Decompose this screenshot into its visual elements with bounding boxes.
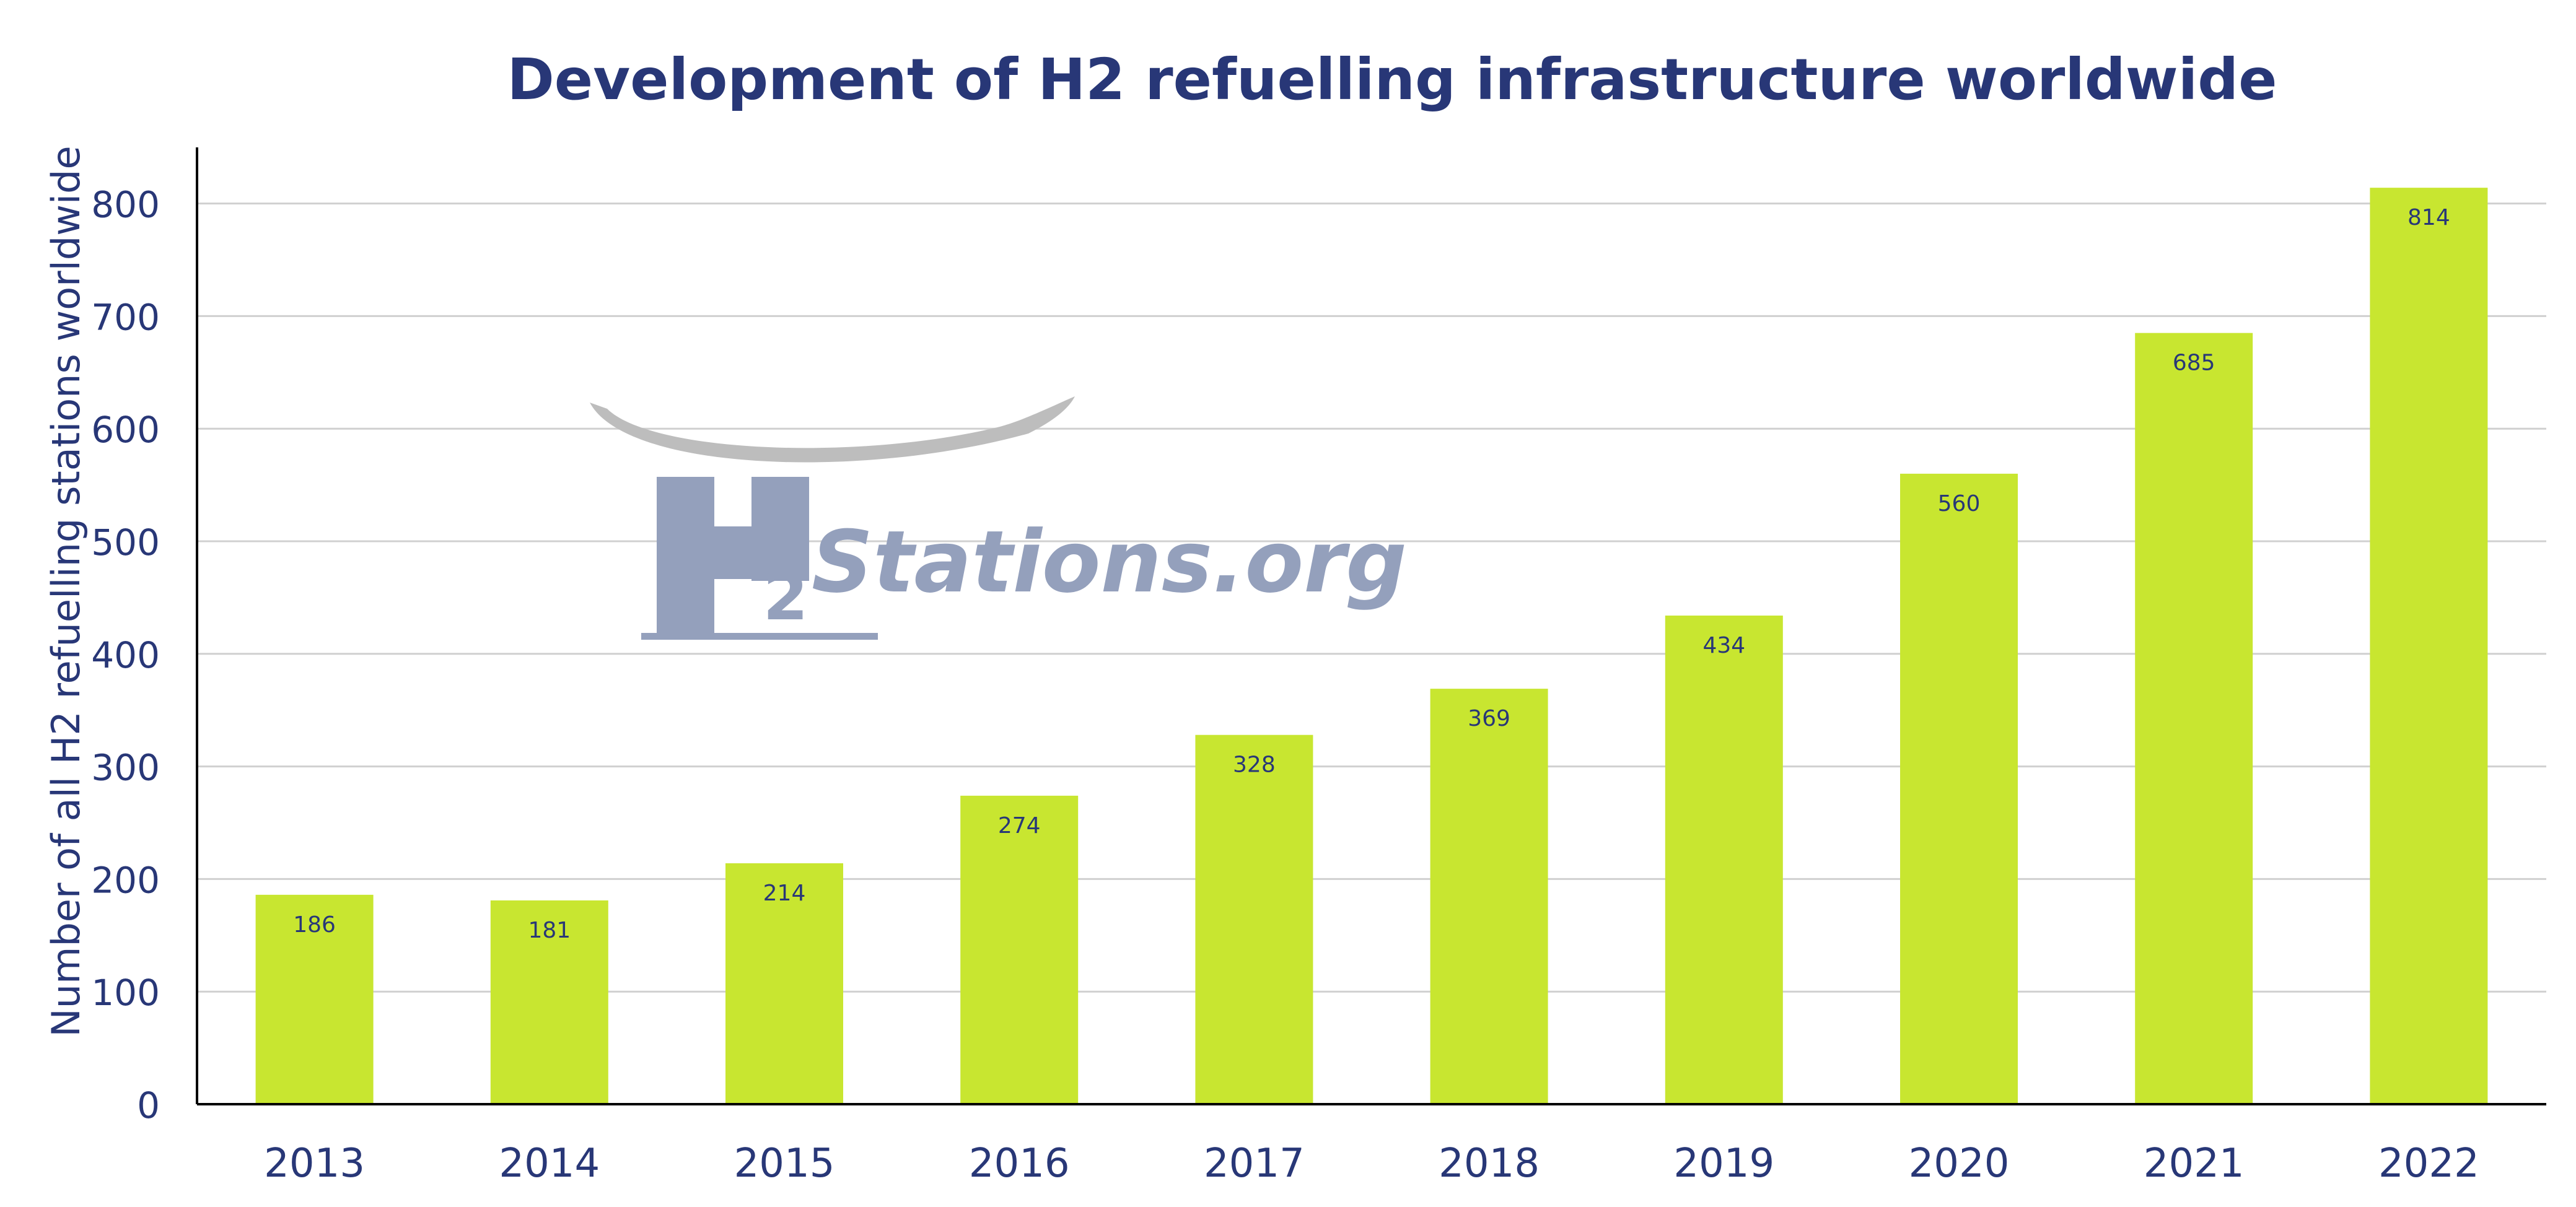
y-tick-label-400: 400 — [91, 634, 160, 676]
gridlines — [197, 203, 2546, 993]
bar-data-labels: 186 181 214 274 328 369 434 560 685 814 — [293, 205, 2450, 943]
data-label-2022: 814 — [2407, 205, 2450, 230]
logo-h-right-stroke — [751, 477, 809, 581]
h2stations-logo: 2 Stations.org — [590, 396, 1407, 640]
bar-2015 — [725, 863, 843, 1104]
y-tick-label-200: 200 — [91, 859, 160, 901]
y-tick-label-100: 100 — [91, 972, 160, 1014]
x-tick-label-2020: 2020 — [1909, 1141, 2010, 1187]
data-label-2020: 560 — [1938, 491, 1981, 516]
bar-2016 — [960, 795, 1079, 1104]
y-tick-label-0: 0 — [137, 1084, 160, 1126]
y-axis-ticks: 0 100 200 300 400 500 600 700 800 — [91, 184, 160, 1126]
data-label-2013: 186 — [293, 912, 336, 938]
y-tick-label-700: 700 — [91, 296, 160, 338]
logo-subscript: 2 — [763, 559, 808, 635]
data-label-2016: 274 — [998, 813, 1041, 839]
x-tick-label-2019: 2019 — [1673, 1141, 1774, 1187]
bar-2020 — [1900, 473, 2018, 1104]
logo-underline — [641, 633, 878, 640]
logo-swoosh — [590, 396, 1075, 463]
data-label-2015: 214 — [763, 881, 806, 906]
y-tick-label-600: 600 — [91, 409, 160, 451]
x-axis-ticks: 2013 2014 2015 2016 2017 2018 2019 2020 2021 2022 — [264, 1141, 2479, 1187]
y-tick-label-500: 500 — [91, 521, 160, 564]
bar-2021 — [2135, 333, 2253, 1105]
x-tick-label-2014: 2014 — [499, 1141, 600, 1187]
y-tick-label-300: 300 — [91, 747, 160, 789]
data-label-2017: 328 — [1233, 752, 1276, 778]
x-tick-label-2022: 2022 — [2378, 1141, 2479, 1187]
bars — [255, 188, 2488, 1105]
data-label-2021: 685 — [2173, 351, 2215, 376]
data-label-2018: 369 — [1468, 706, 1510, 731]
bar-2013 — [255, 894, 374, 1104]
bar-2017 — [1195, 734, 1313, 1104]
logo-h-left-stroke — [657, 477, 714, 637]
logo-text: Stations.org — [812, 512, 1407, 612]
x-tick-label-2015: 2015 — [734, 1141, 835, 1187]
x-tick-label-2017: 2017 — [1204, 1141, 1305, 1187]
logo-h-crossbar — [714, 526, 751, 579]
y-axis-title: Number of all H2 refuelling stations wor… — [43, 146, 89, 1037]
data-label-2019: 434 — [1702, 633, 1745, 658]
x-tick-label-2016: 2016 — [969, 1141, 1070, 1187]
y-tick-label-800: 800 — [91, 184, 160, 226]
x-tick-label-2021: 2021 — [2144, 1141, 2245, 1187]
bar-2019 — [1665, 615, 1783, 1104]
bar-2018 — [1430, 689, 1548, 1104]
x-tick-label-2018: 2018 — [1439, 1141, 1540, 1187]
x-tick-label-2013: 2013 — [264, 1141, 365, 1187]
bar-2022 — [2370, 188, 2488, 1105]
chart-title: Development of H2 refuelling infrastruct… — [507, 46, 2277, 113]
bar-2014 — [490, 900, 608, 1104]
data-label-2014: 181 — [528, 918, 571, 943]
